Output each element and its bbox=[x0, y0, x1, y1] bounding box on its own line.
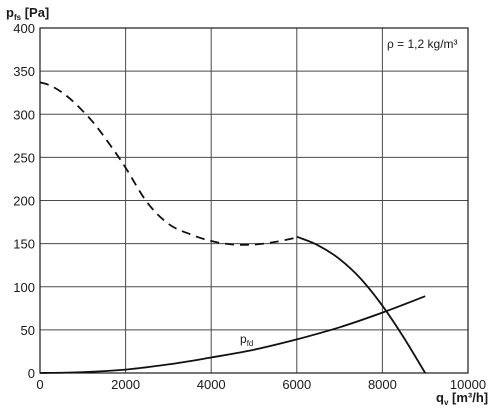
x-axis-label: qv [m³/h] bbox=[436, 390, 488, 407]
density-annotation: ρ = 1,2 kg/m³ bbox=[387, 37, 458, 51]
grid bbox=[40, 28, 468, 373]
x-tick-label: 2000 bbox=[111, 377, 140, 392]
y-tick-labels: 0 50 100 150 200 250 300 350 400 bbox=[13, 21, 35, 381]
x-tick-label: 4000 bbox=[197, 377, 226, 392]
y-tick-label: 300 bbox=[13, 107, 35, 122]
x-tick-label: 0 bbox=[36, 377, 43, 392]
y-tick-label: 400 bbox=[13, 21, 35, 36]
y-tick-label: 50 bbox=[21, 323, 35, 338]
pfd-curve-label: pfd bbox=[240, 332, 253, 348]
x-tick-label: 6000 bbox=[282, 377, 311, 392]
y-tick-label: 0 bbox=[28, 366, 35, 381]
y-tick-label: 250 bbox=[13, 150, 35, 165]
y-tick-label: 200 bbox=[13, 194, 35, 209]
pfs-curve-dashed bbox=[39, 81, 297, 246]
x-tick-labels: 0 2000 4000 6000 8000 10000 bbox=[36, 377, 486, 392]
y-tick-label: 150 bbox=[13, 237, 35, 252]
plot-frame bbox=[39, 27, 469, 374]
x-tick-label: 10000 bbox=[450, 377, 486, 392]
y-axis-label: pfs [Pa] bbox=[6, 5, 49, 22]
pfs-curve-solid bbox=[296, 235, 426, 374]
curves bbox=[39, 81, 426, 374]
x-tick-label: 8000 bbox=[368, 377, 397, 392]
y-tick-label: 100 bbox=[13, 280, 35, 295]
pfd-curve bbox=[39, 295, 426, 374]
y-tick-label: 350 bbox=[13, 64, 35, 79]
